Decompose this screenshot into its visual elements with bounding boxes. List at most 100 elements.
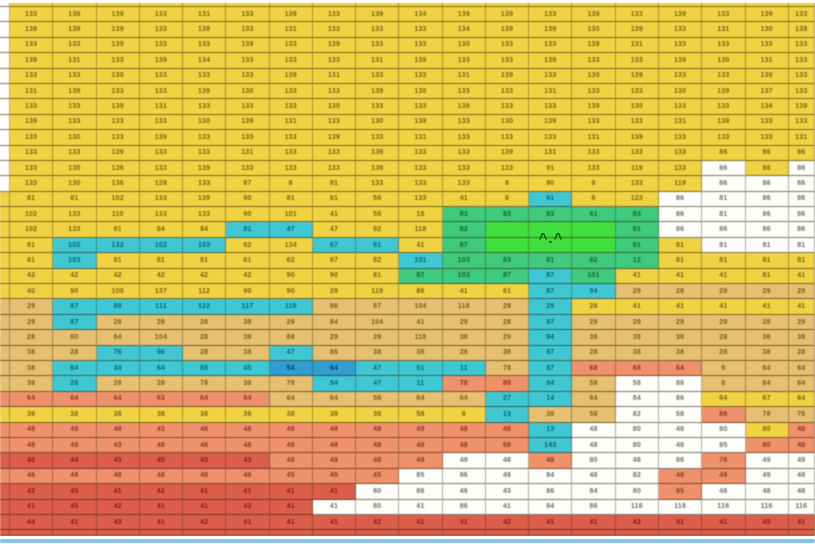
grid-cell: 47 xyxy=(312,222,357,238)
grid-cell: 47 xyxy=(269,345,313,361)
grid-cell: 41 xyxy=(702,299,746,315)
grid-cell: 104 xyxy=(356,314,400,331)
grid-cell: 86 xyxy=(788,145,815,161)
grid-cell: 136 xyxy=(96,176,140,192)
grid-cell: 133 xyxy=(226,130,270,146)
grid-cell: 133 xyxy=(312,145,357,161)
grid-cell: 87 xyxy=(53,299,97,315)
grid-cell: 48 xyxy=(442,422,486,438)
grid-cell: 102 xyxy=(10,222,54,238)
grid-cell xyxy=(0,345,10,361)
grid-cell: 40 xyxy=(10,453,54,469)
grid-cell: 139 xyxy=(572,7,616,23)
grid-cell: 41 xyxy=(312,514,357,531)
grid-cell: 87 xyxy=(442,237,486,254)
grid-cell: 139 xyxy=(139,130,184,146)
grid-cell: 28 xyxy=(183,345,227,361)
grid-cell: 90 xyxy=(269,268,313,285)
grid-cell: 38 xyxy=(10,360,54,377)
grid-cell: 41 xyxy=(10,499,54,515)
grid-cell: 139 xyxy=(356,7,400,23)
grid-cell xyxy=(0,114,10,131)
grid-cell: 49 xyxy=(399,453,443,469)
grid-cell: 80 xyxy=(572,453,616,469)
grid-cell: 133 xyxy=(139,114,184,131)
grid-cell: 130 xyxy=(183,114,227,131)
grid-cell xyxy=(0,99,10,115)
grid-cell: 131 xyxy=(442,68,486,84)
grid-cell: 133 xyxy=(226,99,270,115)
grid-cell: 48 xyxy=(183,437,227,454)
grid-cell: 41 xyxy=(702,268,746,285)
grid-cell: 81 xyxy=(615,222,659,238)
grid-cell xyxy=(0,514,10,531)
grid-cell xyxy=(745,530,789,537)
grid-cell: 86 xyxy=(399,284,443,300)
grid-cell: 133 xyxy=(399,160,443,177)
grid-cell: 81 xyxy=(745,237,789,254)
grid-cell xyxy=(0,499,10,515)
grid-cell: 86 xyxy=(572,499,616,515)
grid-cell: 48 xyxy=(356,437,400,454)
grid-cell: 41 xyxy=(399,314,443,331)
grid-cell: 133 xyxy=(399,176,443,192)
grid-cell: 133 xyxy=(529,7,573,23)
grid-cell: 139 xyxy=(53,83,97,100)
grid-cell: 78 xyxy=(702,453,746,469)
grid-cell xyxy=(183,3,227,7)
grid-cell: 133 xyxy=(356,22,400,38)
grid-cell: 28 xyxy=(139,314,184,331)
grid-cell: 133 xyxy=(442,130,486,146)
grid-cell: 38 xyxy=(788,330,815,346)
grid-cell: 80 xyxy=(356,499,400,515)
grid-cell: 103 xyxy=(53,253,97,269)
grid-cell: 64 xyxy=(10,391,54,408)
grid-cell: 64 xyxy=(658,360,703,377)
grid-cell xyxy=(0,160,10,177)
grid-cell: 116 xyxy=(615,499,659,515)
grid-cell xyxy=(0,530,10,537)
grid-cell xyxy=(0,268,10,285)
grid-cell: 133 xyxy=(183,207,227,223)
grid-cell: 139 xyxy=(96,37,140,54)
grid-cell: 86 xyxy=(702,222,746,238)
grid-cell: 42 xyxy=(10,484,54,500)
grid-cell: 139 xyxy=(10,114,54,131)
grid-cell: 64 xyxy=(53,360,97,377)
grid-cell: 132 xyxy=(96,237,140,254)
grid-cell: 13 xyxy=(485,407,530,423)
grid-cell: 67 xyxy=(745,391,789,408)
grid-cell: 86 xyxy=(788,207,815,223)
grid-cell: 38 xyxy=(572,330,616,346)
grid-cell: 133 xyxy=(399,99,443,115)
grid-cell: 48 xyxy=(572,468,616,485)
grid-cell: 42 xyxy=(183,514,227,531)
grid-cell: 68 xyxy=(615,360,659,377)
grid-cell: 92 xyxy=(356,222,400,238)
grid-cell: 122 xyxy=(183,299,227,315)
grid-cell: 139 xyxy=(399,114,443,131)
grid-cell: 133 xyxy=(356,68,400,84)
grid-cell: 116 xyxy=(702,499,746,515)
grid-cell: 41 xyxy=(399,499,443,515)
grid-cell: 48 xyxy=(269,437,313,454)
grid-cell: 139 xyxy=(615,68,659,84)
grid-cell: 64 xyxy=(745,360,789,377)
grid-cell: 38 xyxy=(356,345,400,361)
grid-cell: 41 xyxy=(788,514,815,531)
grid-cell: 8 xyxy=(485,191,530,208)
grid-cell: 8 xyxy=(572,191,616,208)
grid-cell xyxy=(615,530,659,537)
grid-cell: 80 xyxy=(615,484,659,500)
grid-cell: 133 xyxy=(529,37,573,54)
grid-cell: 28 xyxy=(183,314,227,331)
grid-cell: 101 xyxy=(399,253,443,269)
grid-cell: 139 xyxy=(226,37,270,54)
grid-cell: 86 xyxy=(745,207,789,223)
grid-cell: 44 xyxy=(53,453,97,469)
grid-cell: 102 xyxy=(10,207,54,223)
grid-cell: 49 xyxy=(788,468,815,485)
grid-cell: 131 xyxy=(269,114,313,131)
grid-cell: 139 xyxy=(356,83,400,100)
